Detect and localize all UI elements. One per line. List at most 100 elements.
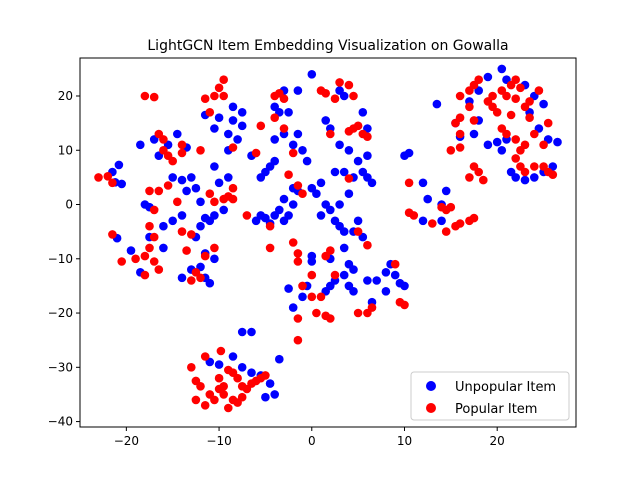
- point-unpopular-31: [210, 254, 219, 264]
- point-popular-35: [168, 156, 177, 166]
- point-popular-16: [163, 181, 173, 190]
- point-unpopular-47: [228, 102, 238, 112]
- point-popular-158: [196, 382, 205, 391]
- point-popular-91: [353, 227, 363, 236]
- point-popular-93: [353, 308, 363, 318]
- point-unpopular-46: [237, 108, 247, 117]
- point-popular-4: [117, 257, 126, 266]
- point-popular-66: [298, 281, 307, 291]
- y-tick-label: 20: [58, 89, 73, 103]
- point-unpopular-109: [367, 178, 377, 188]
- point-unpopular-172: [214, 360, 224, 369]
- x-tick-label: −20: [114, 434, 139, 448]
- point-unpopular-96: [339, 270, 349, 280]
- point-popular-14: [145, 186, 154, 196]
- point-unpopular-22: [126, 246, 136, 255]
- point-unpopular-137: [404, 148, 414, 158]
- point-unpopular-83: [312, 189, 321, 198]
- point-popular-23: [196, 273, 205, 283]
- point-unpopular-173: [228, 352, 238, 361]
- y-tick-label: −20: [48, 306, 73, 320]
- point-popular-3: [108, 230, 117, 239]
- point-unpopular-115: [335, 140, 344, 150]
- data-points: [94, 64, 562, 413]
- point-popular-137: [520, 102, 530, 112]
- point-popular-111: [446, 146, 456, 155]
- point-popular-6: [140, 251, 150, 261]
- point-unpopular-177: [261, 392, 270, 402]
- point-popular-179: [216, 346, 226, 356]
- x-axis: −20 −10 0 10 20: [114, 427, 505, 448]
- point-unpopular-36: [210, 211, 219, 220]
- point-unpopular-155: [520, 175, 530, 185]
- point-popular-125: [474, 75, 484, 84]
- point-popular-121: [465, 102, 474, 112]
- point-popular-180: [200, 401, 210, 410]
- point-popular-83: [349, 91, 358, 101]
- point-popular-64: [293, 249, 303, 258]
- point-popular-38: [140, 91, 150, 101]
- point-popular-65: [293, 257, 303, 266]
- point-unpopular-12: [177, 175, 187, 185]
- point-popular-119: [455, 113, 465, 122]
- point-unpopular-180: [275, 354, 284, 364]
- point-popular-34: [159, 146, 168, 155]
- point-unpopular-156: [530, 173, 539, 182]
- point-popular-96: [390, 259, 400, 269]
- point-popular-58: [293, 181, 303, 190]
- point-popular-13: [149, 205, 159, 215]
- point-unpopular-122: [288, 303, 298, 312]
- point-popular-107: [455, 219, 465, 228]
- point-popular-49: [251, 148, 261, 158]
- point-popular-129: [488, 91, 497, 101]
- point-popular-62: [242, 211, 252, 220]
- point-popular-151: [539, 140, 548, 150]
- point-unpopular-37: [219, 205, 228, 215]
- y-tick-label: 0: [65, 198, 73, 212]
- point-unpopular-77: [293, 86, 303, 95]
- point-popular-2: [108, 178, 117, 188]
- point-popular-10: [145, 243, 154, 253]
- point-popular-43: [210, 91, 219, 101]
- point-popular-173: [219, 390, 228, 399]
- point-unpopular-128: [372, 276, 382, 285]
- point-unpopular-126: [349, 287, 358, 296]
- point-unpopular-154: [511, 173, 520, 182]
- point-unpopular-14: [191, 183, 201, 193]
- legend-label-unpopular: Unpopular Item: [455, 380, 556, 395]
- point-unpopular-117: [321, 116, 331, 125]
- point-popular-41: [205, 108, 215, 117]
- point-unpopular-114: [330, 167, 340, 177]
- point-unpopular-182: [247, 327, 256, 337]
- point-unpopular-113: [339, 167, 349, 177]
- point-popular-147: [530, 162, 539, 171]
- point-popular-42: [200, 94, 210, 103]
- point-popular-60: [265, 221, 275, 231]
- point-unpopular-66: [279, 194, 289, 204]
- x-tick-label: −10: [206, 434, 231, 448]
- point-popular-12: [145, 221, 154, 231]
- point-popular-80: [330, 94, 340, 103]
- point-unpopular-70: [270, 102, 280, 112]
- point-popular-56: [288, 148, 298, 158]
- point-popular-116: [479, 175, 488, 185]
- point-unpopular-91: [353, 216, 363, 226]
- point-popular-87: [353, 121, 363, 131]
- point-unpopular-111: [363, 151, 372, 160]
- point-unpopular-19: [159, 221, 168, 231]
- point-popular-73: [293, 314, 303, 323]
- point-unpopular-85: [316, 211, 326, 220]
- x-tick-label: 20: [490, 434, 505, 448]
- point-unpopular-152: [497, 146, 507, 155]
- point-popular-98: [400, 300, 409, 310]
- point-popular-140: [497, 124, 507, 133]
- point-popular-63: [288, 238, 298, 247]
- x-tick-label: 0: [308, 434, 316, 448]
- point-unpopular-35: [196, 221, 205, 231]
- point-unpopular-5: [136, 140, 145, 150]
- point-unpopular-144: [432, 99, 442, 109]
- point-popular-134: [502, 91, 511, 101]
- point-popular-117: [455, 129, 465, 139]
- point-unpopular-71: [284, 108, 293, 117]
- point-unpopular-163: [539, 99, 548, 109]
